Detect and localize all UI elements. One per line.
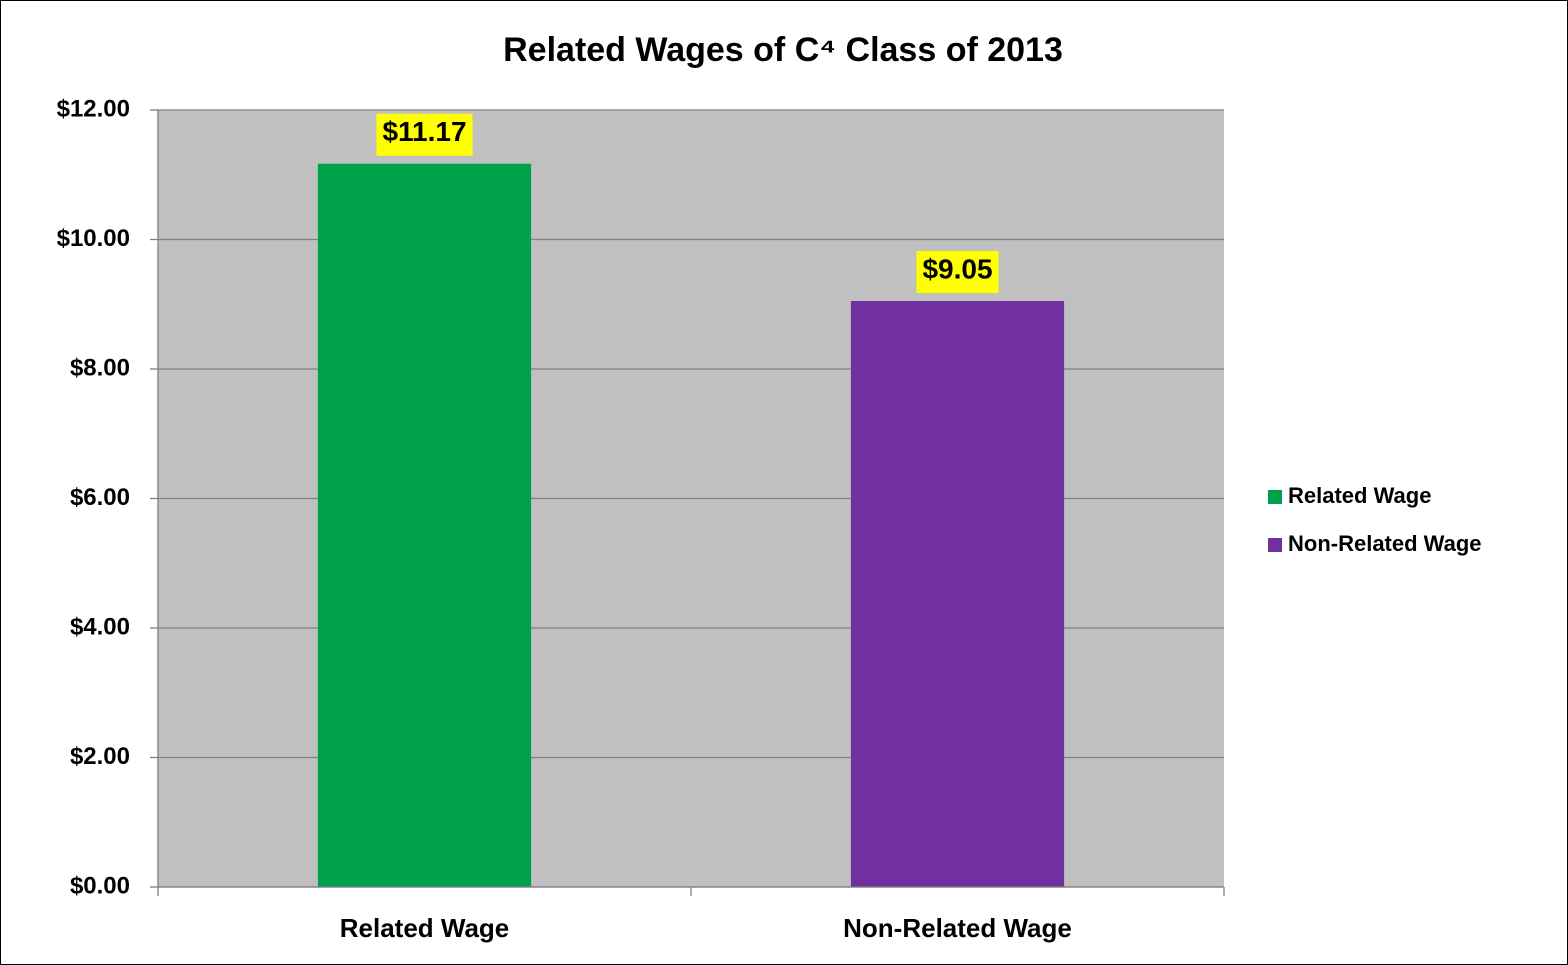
value-label: $9.05: [922, 253, 992, 284]
legend-swatch: [1268, 490, 1282, 504]
value-label-bg: [376, 113, 473, 156]
legend-label: Related Wage: [1288, 483, 1431, 508]
y-tick-label: $0.00: [70, 872, 130, 899]
y-tick-label: $8.00: [70, 354, 130, 381]
y-tick-label: $12.00: [57, 95, 130, 122]
y-tick-label: $4.00: [70, 613, 130, 640]
bar: [317, 163, 532, 887]
value-label: $11.17: [382, 116, 466, 147]
bar: [850, 301, 1065, 887]
chart-title: Related Wages of C⁴ Class of 2013: [503, 31, 1063, 69]
y-tick-label: $6.00: [70, 484, 130, 511]
x-tick-label: Related Wage: [340, 913, 510, 943]
legend-swatch: [1268, 538, 1282, 552]
legend-label: Non-Related Wage: [1288, 531, 1482, 556]
y-tick-label: $2.00: [70, 743, 130, 770]
value-label-bg: [916, 251, 999, 294]
x-tick-label: Non-Related Wage: [843, 913, 1072, 943]
y-tick-label: $10.00: [57, 225, 130, 252]
